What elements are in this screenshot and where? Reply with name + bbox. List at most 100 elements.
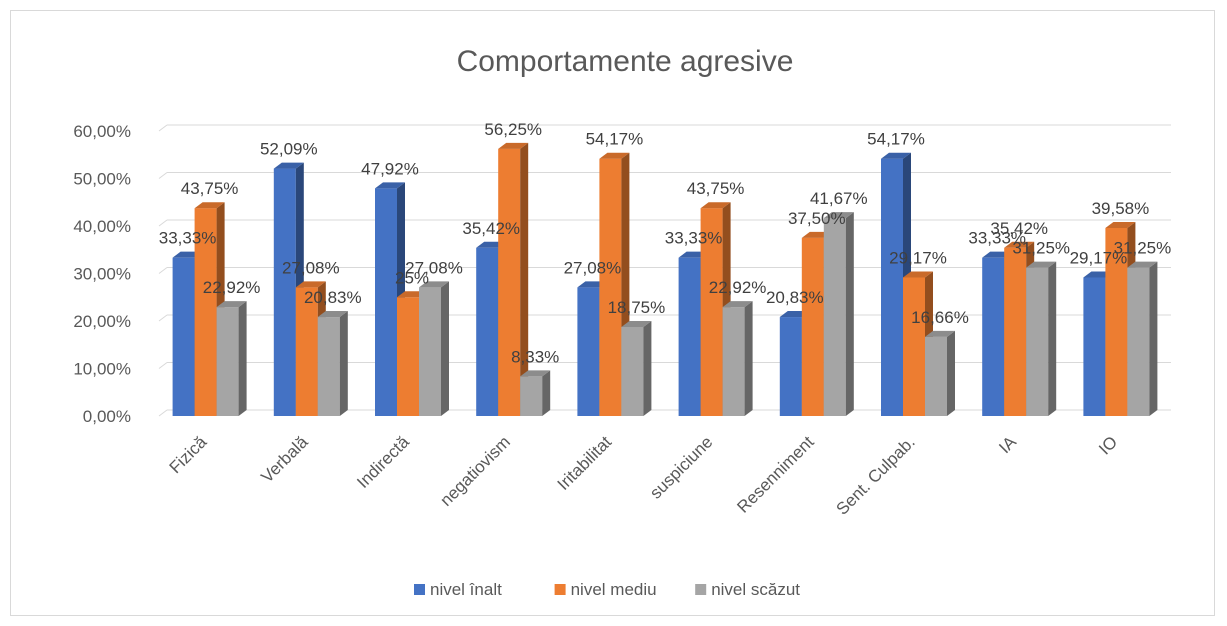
bar-side bbox=[744, 301, 753, 416]
bar bbox=[621, 320, 652, 416]
bar-top bbox=[881, 152, 911, 159]
bar bbox=[216, 301, 247, 416]
legend-swatch bbox=[414, 584, 425, 595]
bar-front bbox=[621, 326, 644, 416]
bar bbox=[925, 330, 955, 416]
bar bbox=[520, 370, 551, 416]
data-label: 16,66% bbox=[911, 308, 969, 327]
bar-top bbox=[419, 281, 449, 288]
category-label: Sent. Culpab. bbox=[833, 432, 919, 518]
bar-top bbox=[194, 202, 225, 209]
bar-top bbox=[925, 330, 955, 337]
data-label: 20,83% bbox=[304, 288, 362, 307]
bar-front bbox=[982, 257, 1005, 416]
category-labels: Fizică Verbală Indirectă negatiovism Iritabi… bbox=[166, 432, 1122, 519]
bar-top bbox=[599, 152, 630, 159]
bar-front bbox=[801, 237, 824, 416]
data-label: 37,50% bbox=[788, 209, 846, 228]
gridline-depth bbox=[158, 124, 168, 132]
data-label: 33,33% bbox=[968, 229, 1026, 248]
category-label: Verbală bbox=[257, 432, 312, 487]
bar-top bbox=[1127, 261, 1158, 268]
category-label: Iritabilitat bbox=[554, 432, 616, 494]
bar-top bbox=[498, 142, 529, 149]
bar-front bbox=[419, 287, 441, 416]
data-label: 22,92% bbox=[203, 278, 261, 297]
bar-front bbox=[1083, 277, 1106, 416]
bar-front bbox=[273, 168, 296, 416]
bar-front bbox=[881, 158, 903, 416]
bar bbox=[419, 281, 449, 416]
bar-front bbox=[375, 188, 397, 416]
bar-front bbox=[779, 317, 802, 416]
category-label: suspiciune bbox=[646, 432, 716, 502]
bar-front bbox=[476, 247, 499, 416]
bar-side bbox=[845, 212, 854, 416]
legend-item: nivel înalt bbox=[414, 580, 502, 599]
bar-top bbox=[1105, 221, 1136, 228]
bar bbox=[317, 311, 348, 416]
data-label: 56,25% bbox=[484, 120, 542, 139]
bar-front bbox=[903, 277, 925, 416]
bar-front bbox=[520, 376, 543, 416]
data-label: 33,33% bbox=[159, 229, 217, 248]
data-label: 31,25% bbox=[1012, 239, 1070, 258]
chart-canvas: Comportamente agresive 0,00% 10,00% 20,00%… bbox=[73, 45, 1171, 599]
bar-front bbox=[925, 336, 947, 416]
y-tick-label: 50,00% bbox=[73, 170, 131, 189]
bars bbox=[172, 142, 1158, 416]
bar-front bbox=[317, 317, 340, 416]
bar-side bbox=[339, 311, 348, 416]
data-label: 35,42% bbox=[462, 219, 520, 238]
bar-front bbox=[599, 158, 622, 416]
data-label: 54,17% bbox=[867, 130, 925, 149]
bar bbox=[722, 301, 753, 416]
legend-swatch bbox=[554, 584, 566, 595]
gridline-depth bbox=[158, 362, 168, 369]
bar-side bbox=[1048, 261, 1057, 416]
bar-top bbox=[375, 182, 405, 189]
bar-top bbox=[621, 320, 652, 327]
bar-side bbox=[520, 142, 529, 416]
data-label: 33,33% bbox=[665, 229, 723, 248]
gridline-depth bbox=[158, 172, 168, 179]
bar-front bbox=[700, 208, 723, 416]
data-label: 22,92% bbox=[709, 278, 767, 297]
bar-front bbox=[823, 218, 846, 416]
bar-side bbox=[1149, 261, 1158, 416]
data-label: 43,75% bbox=[687, 179, 745, 198]
bar-top bbox=[722, 301, 753, 308]
bar bbox=[1127, 261, 1158, 416]
data-label: 54,17% bbox=[586, 130, 644, 149]
y-tick-label: 20,00% bbox=[73, 312, 131, 331]
data-label: 8,33% bbox=[511, 347, 559, 366]
bar-top bbox=[903, 271, 933, 278]
bar bbox=[498, 142, 529, 416]
data-label: 27,08% bbox=[564, 258, 622, 277]
legend-item: nivel scăzut bbox=[695, 580, 800, 599]
data-label: 29,17% bbox=[889, 248, 947, 267]
data-label: 27,08% bbox=[405, 258, 463, 277]
y-tick-label: 10,00% bbox=[73, 360, 131, 379]
bar-top bbox=[216, 301, 247, 308]
bar-top bbox=[273, 162, 304, 169]
data-labels: 33,33% 43,75% 22,92% 52,09% 27,08% 20,83% 47,9… bbox=[159, 120, 1171, 367]
bar-front bbox=[577, 287, 600, 416]
category-label: negatiovism bbox=[436, 432, 514, 510]
bar-front bbox=[1026, 267, 1049, 416]
legend-label: nivel înalt bbox=[430, 580, 502, 599]
legend-swatch bbox=[695, 584, 707, 595]
data-label: 29,17% bbox=[1070, 248, 1128, 267]
bar-top bbox=[1026, 261, 1057, 268]
category-label: IO bbox=[1095, 432, 1121, 458]
bar-side bbox=[542, 370, 551, 416]
data-label: 31,25% bbox=[1114, 239, 1172, 258]
y-tick-label: 0,00% bbox=[83, 407, 131, 426]
legend-item: nivel mediu bbox=[554, 580, 657, 599]
category-label: Resenniment bbox=[733, 432, 817, 516]
bar bbox=[823, 212, 854, 416]
data-label: 20,83% bbox=[766, 288, 824, 307]
bar-front bbox=[397, 297, 419, 416]
y-tick-label: 40,00% bbox=[73, 217, 131, 236]
bar-front bbox=[172, 257, 195, 416]
